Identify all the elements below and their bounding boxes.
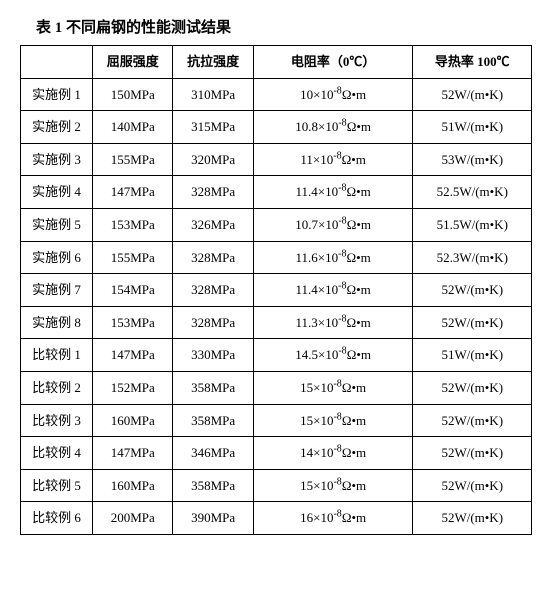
col-header-thermal: 导热率 100℃: [413, 46, 532, 79]
cell-yield: 147MPa: [93, 339, 173, 372]
cell-thermal: 52W/(m•K): [413, 502, 532, 535]
cell-resistivity: 11.4×10-8Ω•m: [253, 274, 413, 307]
cell-thermal: 51W/(m•K): [413, 111, 532, 144]
cell-thermal: 52W/(m•K): [413, 469, 532, 502]
cell-resistivity: 11.4×10-8Ω•m: [253, 176, 413, 209]
cell-yield: 160MPa: [93, 469, 173, 502]
cell-yield: 160MPa: [93, 404, 173, 437]
cell-thermal: 52W/(m•K): [413, 306, 532, 339]
cell-thermal: 52.5W/(m•K): [413, 176, 532, 209]
cell-resistivity: 16×10-8Ω•m: [253, 502, 413, 535]
row-label: 比较例 2: [21, 371, 93, 404]
cell-yield: 155MPa: [93, 241, 173, 274]
performance-table: 屈服强度 抗拉强度 电阻率（0℃） 导热率 100℃ 实施例 1150MPa31…: [20, 45, 532, 535]
table-row: 比较例 1147MPa330MPa14.5×10-8Ω•m51W/(m•K): [21, 339, 532, 372]
col-header-resist: 电阻率（0℃）: [253, 46, 413, 79]
row-label: 实施例 8: [21, 306, 93, 339]
cell-resistivity: 15×10-8Ω•m: [253, 469, 413, 502]
row-label: 实施例 3: [21, 143, 93, 176]
cell-resistivity: 14×10-8Ω•m: [253, 437, 413, 470]
row-label: 比较例 5: [21, 469, 93, 502]
cell-tensile: 358MPa: [173, 371, 253, 404]
cell-yield: 150MPa: [93, 78, 173, 111]
row-label: 比较例 6: [21, 502, 93, 535]
table-row: 实施例 6155MPa328MPa11.6×10-8Ω•m52.3W/(m•K): [21, 241, 532, 274]
row-label: 实施例 2: [21, 111, 93, 144]
cell-thermal: 52W/(m•K): [413, 78, 532, 111]
row-label: 实施例 1: [21, 78, 93, 111]
cell-tensile: 328MPa: [173, 176, 253, 209]
cell-resistivity: 10.7×10-8Ω•m: [253, 208, 413, 241]
cell-tensile: 315MPa: [173, 111, 253, 144]
col-header-yield: 屈服强度: [93, 46, 173, 79]
row-label: 比较例 1: [21, 339, 93, 372]
cell-tensile: 328MPa: [173, 306, 253, 339]
table-row: 实施例 1150MPa310MPa10×10-8Ω•m52W/(m•K): [21, 78, 532, 111]
cell-thermal: 51W/(m•K): [413, 339, 532, 372]
cell-thermal: 51.5W/(m•K): [413, 208, 532, 241]
cell-thermal: 52W/(m•K): [413, 437, 532, 470]
cell-tensile: 390MPa: [173, 502, 253, 535]
cell-tensile: 358MPa: [173, 469, 253, 502]
cell-yield: 147MPa: [93, 176, 173, 209]
table-row: 实施例 2140MPa315MPa10.8×10-8Ω•m51W/(m•K): [21, 111, 532, 144]
cell-tensile: 346MPa: [173, 437, 253, 470]
row-label: 实施例 4: [21, 176, 93, 209]
cell-resistivity: 10×10-8Ω•m: [253, 78, 413, 111]
cell-tensile: 358MPa: [173, 404, 253, 437]
cell-resistivity: 11.3×10-8Ω•m: [253, 306, 413, 339]
table-header-row: 屈服强度 抗拉强度 电阻率（0℃） 导热率 100℃: [21, 46, 532, 79]
table-body: 实施例 1150MPa310MPa10×10-8Ω•m52W/(m•K)实施例 …: [21, 78, 532, 534]
row-label: 实施例 7: [21, 274, 93, 307]
cell-yield: 153MPa: [93, 306, 173, 339]
cell-yield: 200MPa: [93, 502, 173, 535]
table-title: 表 1 不同扁钢的性能测试结果: [36, 16, 532, 37]
cell-resistivity: 11×10-8Ω•m: [253, 143, 413, 176]
cell-tensile: 320MPa: [173, 143, 253, 176]
table-row: 实施例 4147MPa328MPa11.4×10-8Ω•m52.5W/(m•K): [21, 176, 532, 209]
table-row: 实施例 7154MPa328MPa11.4×10-8Ω•m52W/(m•K): [21, 274, 532, 307]
cell-thermal: 52W/(m•K): [413, 371, 532, 404]
cell-resistivity: 15×10-8Ω•m: [253, 371, 413, 404]
row-label: 比较例 3: [21, 404, 93, 437]
cell-thermal: 52W/(m•K): [413, 274, 532, 307]
table-row: 比较例 3160MPa358MPa15×10-8Ω•m52W/(m•K): [21, 404, 532, 437]
cell-yield: 140MPa: [93, 111, 173, 144]
cell-resistivity: 11.6×10-8Ω•m: [253, 241, 413, 274]
cell-tensile: 328MPa: [173, 241, 253, 274]
cell-thermal: 53W/(m•K): [413, 143, 532, 176]
cell-resistivity: 15×10-8Ω•m: [253, 404, 413, 437]
row-label: 实施例 5: [21, 208, 93, 241]
cell-thermal: 52.3W/(m•K): [413, 241, 532, 274]
cell-tensile: 326MPa: [173, 208, 253, 241]
cell-tensile: 330MPa: [173, 339, 253, 372]
table-row: 实施例 5153MPa326MPa10.7×10-8Ω•m51.5W/(m•K): [21, 208, 532, 241]
cell-tensile: 310MPa: [173, 78, 253, 111]
col-header-tensile: 抗拉强度: [173, 46, 253, 79]
cell-resistivity: 10.8×10-8Ω•m: [253, 111, 413, 144]
row-label: 实施例 6: [21, 241, 93, 274]
table-row: 比较例 5160MPa358MPa15×10-8Ω•m52W/(m•K): [21, 469, 532, 502]
col-header-label: [21, 46, 93, 79]
table-row: 比较例 4147MPa346MPa14×10-8Ω•m52W/(m•K): [21, 437, 532, 470]
cell-yield: 155MPa: [93, 143, 173, 176]
cell-tensile: 328MPa: [173, 274, 253, 307]
table-row: 比较例 6200MPa390MPa16×10-8Ω•m52W/(m•K): [21, 502, 532, 535]
cell-resistivity: 14.5×10-8Ω•m: [253, 339, 413, 372]
cell-thermal: 52W/(m•K): [413, 404, 532, 437]
row-label: 比较例 4: [21, 437, 93, 470]
table-row: 实施例 3155MPa320MPa11×10-8Ω•m53W/(m•K): [21, 143, 532, 176]
table-row: 比较例 2152MPa358MPa15×10-8Ω•m52W/(m•K): [21, 371, 532, 404]
cell-yield: 153MPa: [93, 208, 173, 241]
table-row: 实施例 8153MPa328MPa11.3×10-8Ω•m52W/(m•K): [21, 306, 532, 339]
cell-yield: 147MPa: [93, 437, 173, 470]
cell-yield: 152MPa: [93, 371, 173, 404]
cell-yield: 154MPa: [93, 274, 173, 307]
